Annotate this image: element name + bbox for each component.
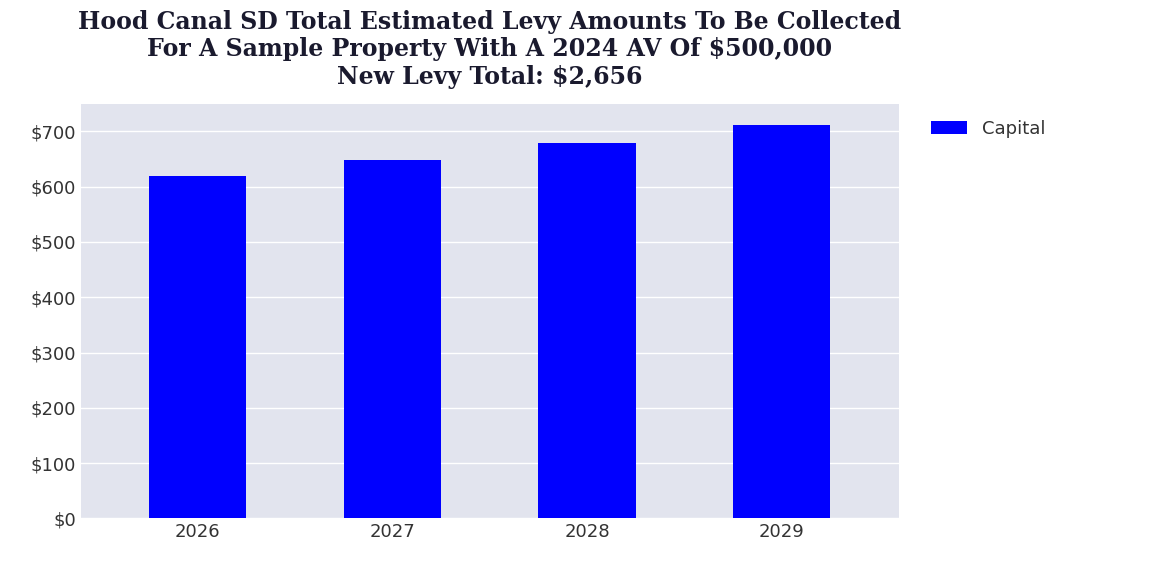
Bar [149,176,247,518]
Bar [343,160,441,518]
Title: Hood Canal SD Total Estimated Levy Amounts To Be Collected
For A Sample Property: Hood Canal SD Total Estimated Levy Amoun… [78,10,901,89]
Bar [733,125,831,518]
Legend: Capital: Capital [924,113,1053,145]
Bar [538,143,636,518]
